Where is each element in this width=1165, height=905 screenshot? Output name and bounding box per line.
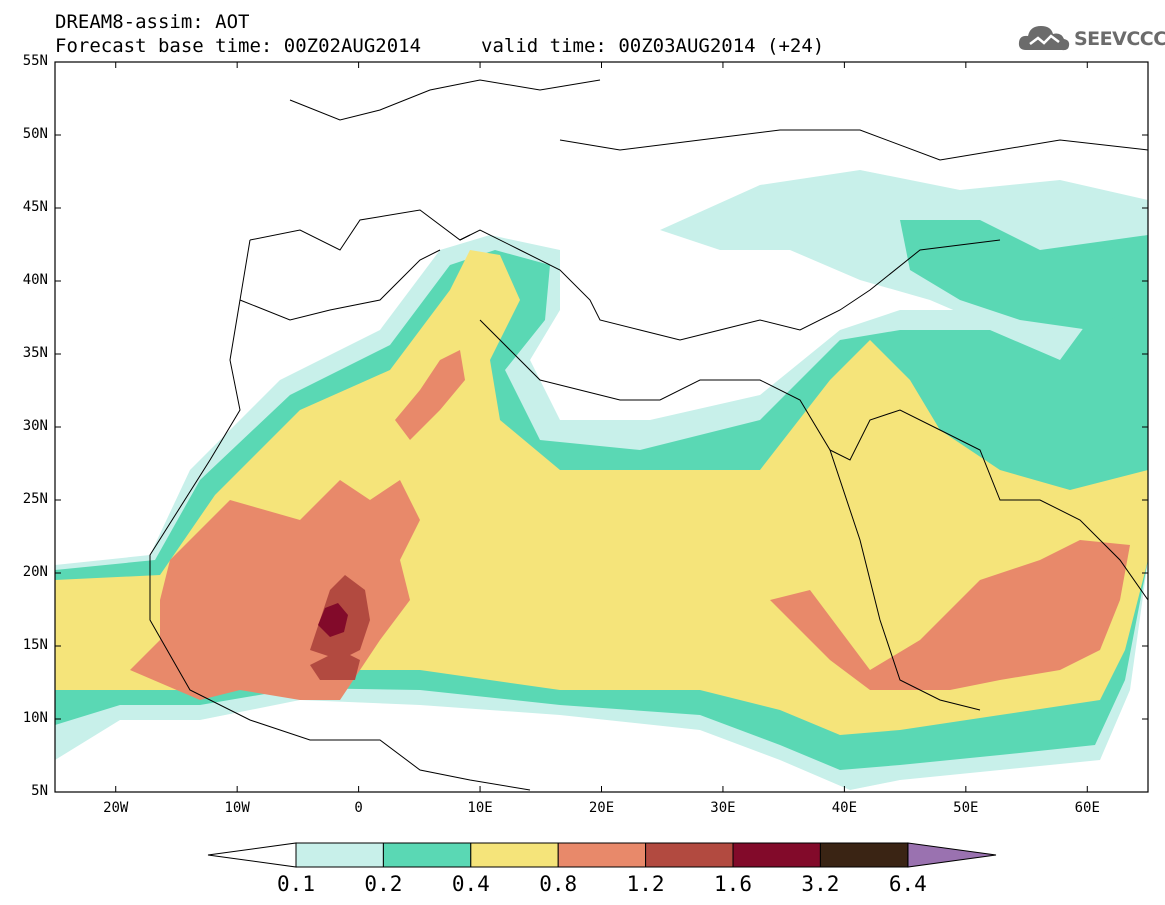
lat-tick-label: 15N (22, 637, 48, 653)
lat-tick-label: 5N (31, 783, 48, 799)
colorbar-swatch (382, 842, 472, 868)
coastlines (149, 79, 1148, 791)
lat-tick-label: 20N (22, 564, 48, 580)
colorbar-over-arrow (907, 842, 997, 868)
colorbar-swatch (295, 842, 384, 868)
valid-time: valid time: 00Z03AUG2014 (+24) (481, 35, 825, 57)
colorbar-swatch (470, 842, 559, 868)
lat-tick-label: 25N (22, 491, 48, 507)
seevccc-logo: SEEVCCC (1018, 22, 1165, 56)
lat-tick-label: 40N (22, 272, 48, 288)
colorbar-under-arrow (207, 842, 297, 868)
lat-tick-label: 30N (22, 418, 48, 434)
colorbar-label: 0.1 (277, 872, 315, 896)
lon-tick-label: 20W (103, 800, 129, 816)
colorbar-label: 3.2 (801, 872, 840, 896)
aot-contour-1.2-south (310, 650, 360, 680)
aot-contour-0.2-caspian (900, 220, 1148, 330)
colorbar-label: 6.4 (888, 872, 927, 896)
colorbar-swatch (819, 842, 909, 868)
map-title: DREAM8-assim: AOT (55, 11, 250, 33)
cloud-icon (1018, 26, 1070, 51)
base-time: Forecast base time: 00Z02AUG2014 (55, 35, 422, 57)
colorbar-label: 0.2 (364, 872, 403, 896)
lon-tick-label: 40E (831, 800, 858, 816)
lat-tick-label: 50N (22, 126, 48, 142)
colorbar-swatch (645, 842, 734, 868)
colorbar (207, 842, 997, 868)
lon-tick-label: 60E (1074, 800, 1100, 816)
aot-shading (55, 170, 1148, 790)
forecast-times: Forecast base time: 00Z02AUG2014 valid ti… (55, 36, 824, 56)
lon-tick-label: 20E (588, 800, 615, 816)
lon-tick-label: 10E (467, 800, 493, 816)
colorbar-label: 0.4 (451, 872, 490, 896)
aot-contour-0.8-arabia (770, 540, 1130, 690)
lat-tick-label: 45N (22, 199, 48, 215)
lat-tick-label: 35N (22, 345, 48, 361)
colorbar-label: 0.8 (539, 872, 578, 896)
lon-tick-label: 10W (224, 800, 250, 816)
aot-contour-1.6 (318, 603, 348, 637)
lat-tick-label: 55N (22, 53, 48, 69)
aot-contour-0.8-morocco (395, 350, 465, 440)
lat-tick-label: 10N (22, 710, 48, 726)
lon-tick-label: 50E (953, 800, 979, 816)
colorbar-swatch (557, 842, 647, 868)
lon-tick-label: 30E (710, 800, 736, 816)
map-frame (54, 61, 1149, 793)
colorbar-label: 1.2 (626, 872, 665, 896)
lon-tick-label: 0 (354, 800, 363, 816)
colorbar-label: 1.6 (714, 872, 752, 896)
logo-text: SEEVCCC (1074, 28, 1165, 50)
colorbar-swatch (732, 842, 821, 868)
